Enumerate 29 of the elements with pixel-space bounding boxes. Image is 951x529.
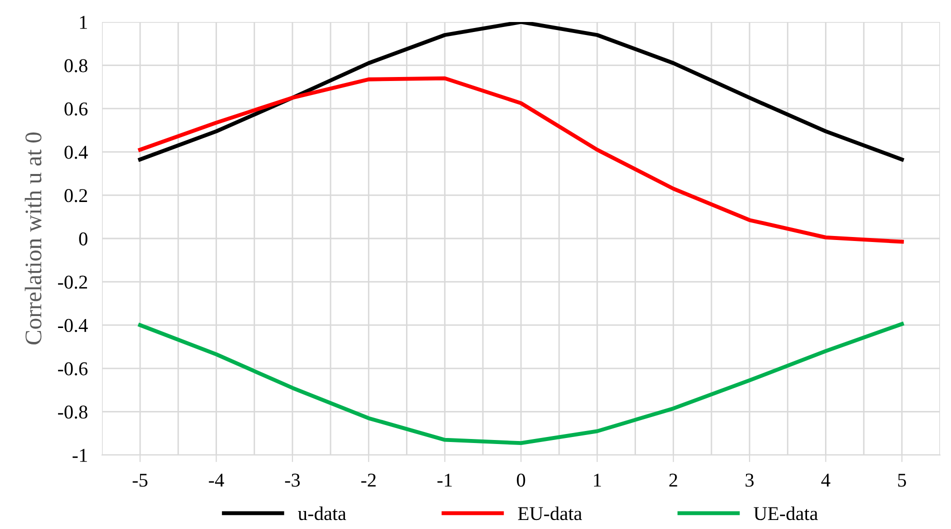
- legend-label: u-data: [298, 506, 346, 520]
- x-tick-label: -2: [361, 474, 376, 487]
- x-tick-label: 5: [898, 474, 906, 487]
- y-axis-title: Correlation with u at 0: [24, 132, 42, 344]
- y-tick-label: 0: [79, 232, 88, 246]
- line-series: [138, 76, 904, 244]
- x-tick-label: -5: [132, 474, 148, 487]
- y-tick-label: -0.6: [58, 362, 88, 376]
- x-tick-label: -4: [208, 474, 224, 487]
- x-tick-label: -3: [285, 474, 300, 487]
- y-tick-label: 0.4: [64, 146, 88, 159]
- legend-label: EU-data: [518, 506, 582, 520]
- x-tick-label: 3: [746, 474, 754, 487]
- y-tick-label: 0.6: [64, 102, 88, 116]
- y-tick-label: 1: [80, 16, 87, 29]
- y-tick-label: -1: [72, 448, 87, 462]
- x-tick-label: 0: [516, 474, 526, 487]
- y-tick-label: -0.4: [58, 318, 88, 332]
- line-series: [138, 322, 904, 446]
- y-tick-label: -0.8: [58, 406, 88, 419]
- legend-label: UE-data: [754, 506, 818, 520]
- y-tick-label: 0.2: [64, 189, 88, 202]
- x-tick-label: 4: [821, 474, 830, 487]
- x-tick-label: -1: [437, 474, 452, 487]
- line-series: [138, 22, 904, 162]
- y-tick-label: -0.2: [58, 276, 88, 289]
- x-tick-label: 2: [669, 474, 678, 487]
- y-tick-label: 0.8: [64, 59, 88, 72]
- x-tick-label: 1: [594, 474, 601, 487]
